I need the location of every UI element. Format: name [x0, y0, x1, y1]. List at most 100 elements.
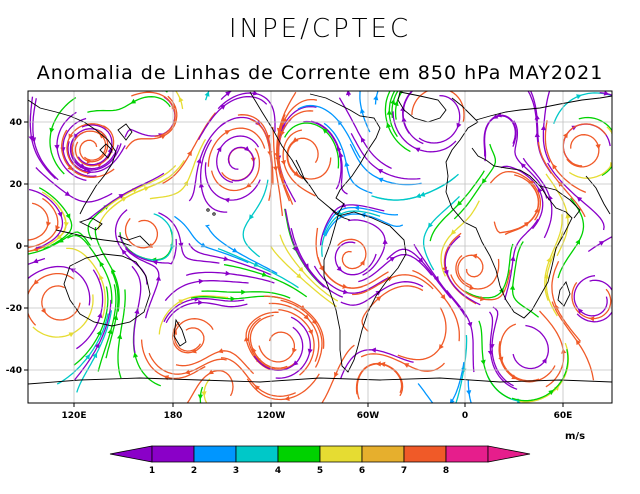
streamline-arrow	[438, 344, 444, 350]
streamline-arrow	[143, 186, 150, 192]
colorbar-segment	[403, 445, 447, 463]
streamline	[356, 363, 403, 400]
streamline-arrow	[345, 91, 352, 96]
streamline-arrow	[56, 234, 62, 240]
streamline-arrow	[576, 94, 582, 100]
streamline-arrow	[280, 160, 286, 166]
streamline-arrow	[133, 352, 139, 358]
streamline-arrow	[107, 328, 113, 335]
streamline-arrow	[544, 273, 550, 279]
streamline-arrow	[198, 278, 204, 284]
streamline-arrow	[434, 275, 439, 282]
streamline-arrow	[603, 91, 610, 96]
organization-title: INPE/CPTEC	[228, 14, 412, 44]
streamline	[571, 282, 612, 320]
streamline-arrow	[97, 312, 103, 318]
streamline	[140, 339, 206, 380]
streamline-arrow	[377, 168, 384, 174]
streamline	[28, 202, 49, 241]
streamline	[527, 91, 552, 174]
streamline	[446, 289, 475, 373]
colorbar-label: 2	[191, 466, 197, 476]
streamline-arrow	[540, 125, 547, 131]
streamline-arrow	[54, 144, 60, 151]
streamline-arrow	[377, 177, 384, 183]
streamline-arrow	[32, 258, 39, 264]
streamline	[76, 269, 104, 350]
streamline-arrow	[178, 96, 184, 103]
streamline	[87, 96, 171, 113]
streamline-arrow	[469, 285, 475, 291]
streamline-arrow	[118, 194, 125, 199]
streamline-arrow	[576, 196, 583, 202]
colorbar-label: 1	[149, 466, 155, 476]
streamline-arrow	[511, 374, 517, 380]
streamline-arrow	[178, 299, 184, 305]
colorbar-segment	[487, 445, 531, 463]
streamline	[242, 179, 269, 258]
streamline	[132, 307, 162, 387]
streamline	[204, 224, 278, 275]
streamline-arrow	[401, 116, 407, 123]
colorbar-segment	[109, 445, 153, 463]
streamline	[28, 257, 46, 266]
streamline	[374, 91, 379, 105]
streamline-arrow	[245, 182, 252, 188]
streamline-arrow	[224, 197, 230, 203]
streamline	[258, 331, 296, 363]
streamline	[576, 279, 612, 323]
streamline-arrow	[99, 274, 104, 281]
streamline-arrow	[541, 358, 547, 364]
colorbar-label: 8	[443, 466, 449, 476]
streamline-arrow	[337, 119, 343, 126]
streamline-arrow	[456, 122, 462, 129]
streamline-arrow	[343, 289, 349, 295]
streamline	[131, 265, 142, 354]
streamline	[417, 361, 465, 403]
streamline-arrow	[99, 261, 105, 267]
streamline-arrow	[382, 238, 388, 244]
streamline	[499, 323, 540, 382]
streamline-arrow	[548, 389, 554, 395]
streamline-arrow	[160, 134, 166, 140]
colorbar-segment	[361, 445, 405, 463]
colorbar-label: 6	[359, 466, 365, 476]
streamline	[545, 173, 569, 257]
streamline-arrow	[121, 249, 127, 255]
streamline	[498, 341, 556, 383]
streamline	[227, 146, 255, 182]
streamline-arrow	[523, 221, 530, 227]
streamline	[279, 234, 339, 302]
streamline	[464, 243, 514, 299]
streamline-arrow	[589, 316, 595, 322]
streamline-arrow	[387, 276, 393, 282]
lon-label-60w: 60W	[357, 411, 380, 421]
streamline-arrow	[546, 257, 552, 263]
streamline-arrow	[85, 354, 90, 360]
streamline-arrow	[298, 266, 304, 273]
streamline-arrow	[373, 95, 379, 101]
streamline-arrow	[293, 170, 300, 176]
streamline-arrow	[41, 307, 46, 314]
streamline	[511, 349, 569, 402]
streamline-arrow	[529, 180, 535, 186]
lat-label-20s: -20	[6, 304, 22, 314]
streamline-arrow	[117, 333, 123, 340]
streamline-arrow	[344, 161, 350, 167]
colorbar-segment	[151, 445, 195, 463]
streamline-arrow	[196, 158, 202, 164]
coastlines	[28, 91, 612, 385]
streamline-arrow	[184, 369, 191, 375]
streamline-arrow	[554, 304, 560, 311]
streamline-arrow	[359, 260, 365, 266]
colorbar-label: 3	[233, 466, 239, 476]
streamline-arrow	[147, 243, 153, 248]
streamline-arrow	[223, 256, 229, 262]
streamline-arrow	[152, 259, 158, 265]
streamline-arrow	[220, 104, 226, 110]
streamline-arrow	[467, 321, 473, 328]
streamline	[539, 310, 565, 388]
streamline-arrow	[598, 241, 605, 246]
lon-label-60e: 60E	[554, 411, 573, 421]
